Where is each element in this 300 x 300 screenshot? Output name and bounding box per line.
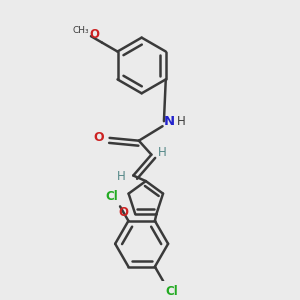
Text: H: H [176, 115, 185, 128]
Text: Cl: Cl [165, 285, 178, 298]
Text: O: O [118, 206, 128, 219]
Text: CH₃: CH₃ [73, 26, 90, 35]
Text: O: O [89, 28, 99, 41]
Text: H: H [117, 170, 125, 183]
Text: H: H [158, 146, 167, 159]
Text: N: N [164, 115, 175, 128]
Text: O: O [93, 131, 104, 144]
Text: Cl: Cl [105, 190, 118, 203]
